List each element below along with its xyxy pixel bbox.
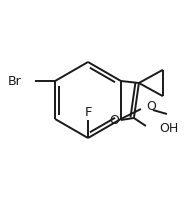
Text: Br: Br [7, 75, 21, 88]
Text: F: F [84, 105, 92, 118]
Text: O: O [109, 114, 119, 126]
Text: OH: OH [159, 122, 178, 135]
Text: O: O [146, 99, 156, 112]
